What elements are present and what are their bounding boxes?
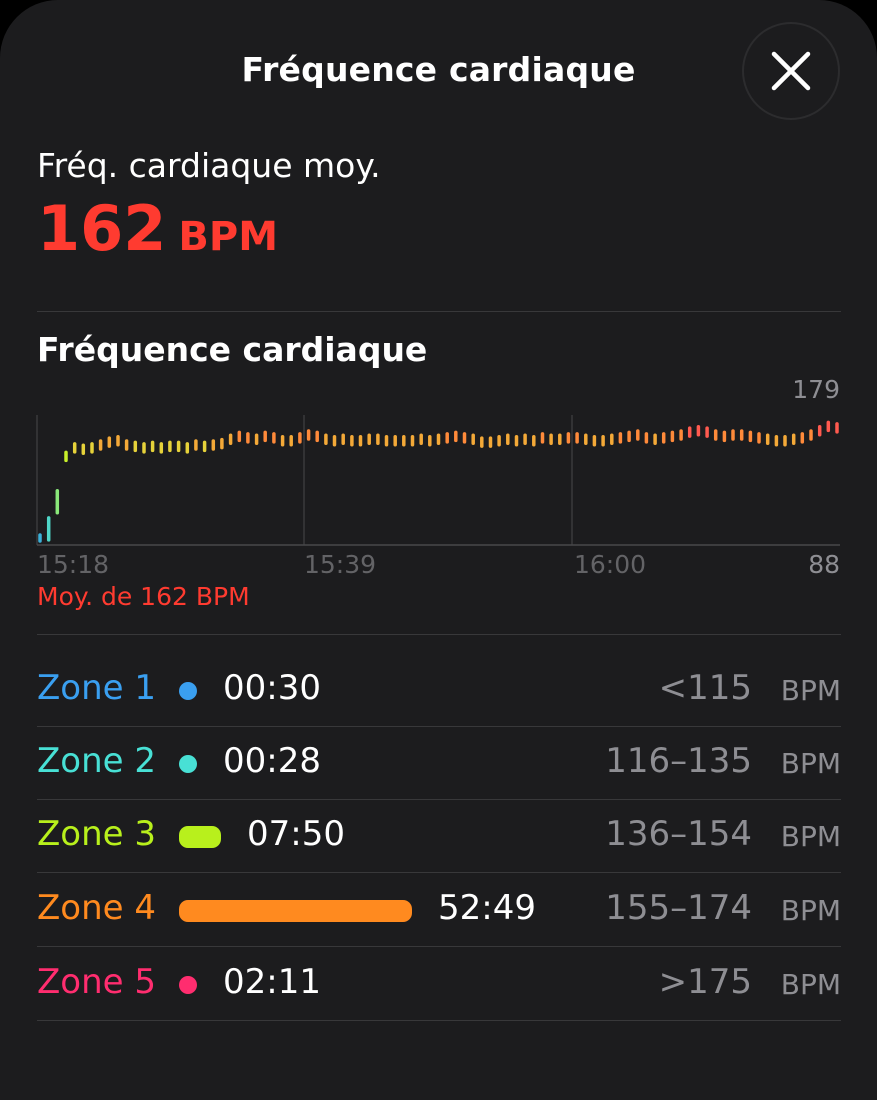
zone-range: 136–154	[605, 814, 752, 854]
x-tick-label: 15:18	[37, 550, 109, 579]
row-divider	[37, 799, 841, 800]
zone-time: 02:11	[223, 962, 321, 1002]
close-button[interactable]	[744, 24, 838, 118]
zone-row-2: Zone 2 00:28 116–135 BPM	[37, 727, 841, 800]
divider	[37, 634, 841, 635]
zone-range: >175	[658, 962, 752, 1002]
zone-unit: BPM	[780, 894, 841, 927]
zone-unit: BPM	[780, 674, 841, 707]
zone-bar	[179, 826, 221, 848]
zone-unit: BPM	[780, 747, 841, 780]
average-heart-rate-number: 162	[37, 192, 167, 265]
zone-time: 00:30	[223, 668, 321, 708]
zone-range: 116–135	[605, 741, 752, 781]
heart-rate-series	[38, 420, 839, 543]
zone-name: Zone 2	[37, 741, 156, 781]
row-divider	[37, 726, 841, 727]
chart-average-annotation: Moy. de 162 BPM	[37, 582, 250, 611]
zone-range: <115	[658, 668, 752, 708]
zone-bar	[179, 682, 197, 700]
row-divider	[37, 872, 841, 873]
sheet-title: Fréquence cardiaque	[241, 50, 636, 89]
y-min-label: 88	[808, 550, 840, 579]
x-tick-label: 15:39	[304, 550, 376, 579]
row-divider	[37, 1020, 841, 1021]
heart-rate-chart: 179 88 15:18 15:39 16:00	[36, 375, 840, 579]
average-heart-rate-unit: BPM	[178, 214, 279, 260]
row-divider	[37, 946, 841, 947]
zone-unit: BPM	[780, 968, 841, 1001]
zone-bar	[179, 755, 197, 773]
zone-name: Zone 1	[37, 668, 156, 708]
zone-row-4: Zone 4 52:49 155–174 BPM	[37, 874, 841, 947]
zone-row-5: Zone 5 02:11 >175 BPM	[37, 948, 841, 1021]
zone-name: Zone 3	[37, 814, 156, 854]
close-icon	[771, 51, 811, 91]
average-heart-rate-value: 162 BPM	[37, 192, 278, 265]
zone-time: 07:50	[247, 814, 345, 854]
y-max-label: 179	[792, 375, 840, 404]
zone-time: 00:28	[223, 741, 321, 781]
zone-time: 52:49	[438, 888, 536, 928]
zone-unit: BPM	[780, 820, 841, 853]
zone-row-3: Zone 3 07:50 136–154 BPM	[37, 800, 841, 873]
zone-name: Zone 4	[37, 888, 156, 928]
zone-bar	[179, 976, 197, 994]
average-heart-rate-label: Fréq. cardiaque moy.	[37, 146, 381, 185]
divider	[37, 311, 841, 312]
chart-title: Fréquence cardiaque	[37, 330, 428, 369]
x-tick-label: 16:00	[574, 550, 646, 579]
zone-range: 155–174	[605, 888, 752, 928]
zone-name: Zone 5	[37, 962, 156, 1002]
zone-row-1: Zone 1 00:30 <115 BPM	[37, 654, 841, 727]
zone-bar	[179, 900, 412, 922]
